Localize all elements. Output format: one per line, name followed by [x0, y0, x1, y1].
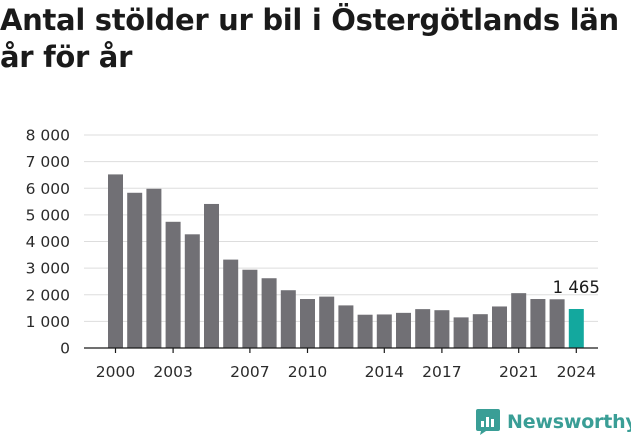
bar-2003	[165, 221, 181, 348]
y-tick-label: 2 000	[26, 286, 70, 304]
bar-2024	[568, 308, 584, 348]
gridlines	[84, 134, 598, 322]
x-tick-label: 2021	[499, 363, 538, 381]
y-tick-label: 7 000	[26, 153, 70, 171]
bar-2013	[357, 314, 373, 348]
x-tick-label: 2024	[557, 363, 596, 381]
newsworthy-logo-icon	[476, 409, 500, 435]
bar-2020	[492, 306, 507, 348]
data-labels: 1 465	[553, 278, 600, 297]
bar-2000	[108, 174, 123, 348]
bar-2005	[204, 203, 219, 348]
bar-2023	[549, 299, 565, 348]
newsworthy-logo-text: Newsworthy	[507, 411, 631, 433]
x-tick-label: 2003	[153, 363, 192, 381]
x-tick-label: 2000	[96, 363, 135, 381]
bar-2016	[415, 309, 431, 348]
x-tick-label: 2010	[288, 363, 327, 381]
newsworthy-logo: Newsworthy	[475, 406, 631, 438]
y-tick-label: 3 000	[26, 260, 70, 278]
x-tick-label: 2014	[365, 363, 404, 381]
bar-2021	[511, 293, 527, 348]
bar-2006	[223, 259, 239, 348]
data-label: 1 465	[553, 278, 600, 297]
bar-2001	[127, 192, 143, 348]
bar-2009	[280, 290, 296, 348]
x-axis-ticks: 2000 2003 2007 2010 2014 2017 2021 2024	[96, 348, 596, 381]
bar-2017	[434, 310, 450, 348]
bar-2012	[338, 305, 354, 348]
bar-2018	[453, 317, 469, 348]
bar-2004	[184, 234, 200, 348]
y-tick-label: 0	[60, 340, 70, 358]
y-tick-label: 4 000	[26, 233, 70, 251]
bar-2014	[376, 314, 392, 348]
bar-2008	[261, 278, 277, 348]
bar-2007	[242, 269, 258, 348]
bar-2002	[146, 188, 162, 348]
bar-2022	[530, 299, 546, 348]
bar-2015	[396, 312, 411, 348]
y-tick-label: 6 000	[26, 180, 70, 198]
y-tick-label: 5 000	[26, 206, 70, 224]
x-tick-label: 2007	[230, 363, 269, 381]
bar-2011	[319, 296, 335, 348]
bars	[108, 174, 584, 348]
bar-2019	[472, 314, 488, 348]
bar-2010	[300, 299, 315, 348]
chart-title: Antal stölder ur bil i Östergötlands län…	[0, 3, 619, 74]
y-tick-label: 8 000	[26, 127, 70, 145]
y-axis-ticks: 0 1 000 2 000 3 000 4 000 5 000 6 000 7 000 8 00…	[26, 127, 70, 358]
x-tick-label: 2017	[422, 363, 461, 381]
y-tick-label: 1 000	[26, 313, 70, 331]
